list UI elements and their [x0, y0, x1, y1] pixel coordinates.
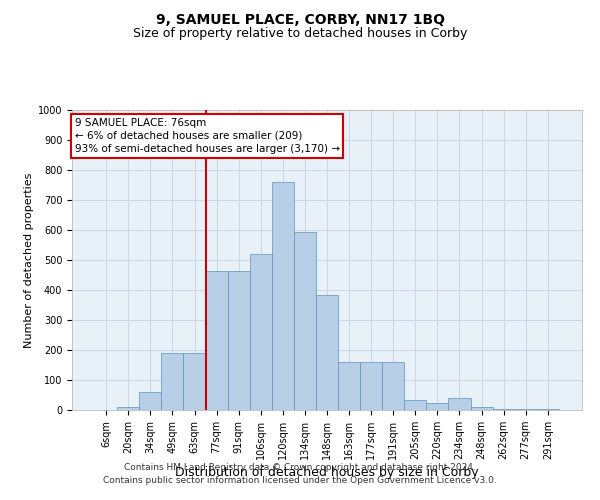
Bar	[404, 400, 427, 410]
Bar	[294, 232, 316, 410]
Bar	[448, 398, 470, 410]
Bar	[139, 392, 161, 410]
Bar	[117, 407, 139, 410]
Bar	[206, 270, 227, 410]
Bar	[316, 294, 338, 410]
Text: Contains public sector information licensed under the Open Government Licence v3: Contains public sector information licen…	[103, 476, 497, 485]
Text: Size of property relative to detached houses in Corby: Size of property relative to detached ho…	[133, 28, 467, 40]
Bar	[338, 362, 360, 410]
Bar	[515, 408, 537, 410]
X-axis label: Distribution of detached houses by size in Corby: Distribution of detached houses by size …	[175, 466, 479, 479]
Bar	[470, 407, 493, 410]
Bar	[250, 254, 272, 410]
Text: 9, SAMUEL PLACE, CORBY, NN17 1BQ: 9, SAMUEL PLACE, CORBY, NN17 1BQ	[155, 12, 445, 26]
Bar	[382, 362, 404, 410]
Bar	[227, 270, 250, 410]
Y-axis label: Number of detached properties: Number of detached properties	[23, 172, 34, 348]
Bar	[537, 408, 559, 410]
Bar	[272, 182, 294, 410]
Bar	[427, 402, 448, 410]
Bar	[493, 408, 515, 410]
Bar	[161, 353, 184, 410]
Text: 9 SAMUEL PLACE: 76sqm
← 6% of detached houses are smaller (209)
93% of semi-deta: 9 SAMUEL PLACE: 76sqm ← 6% of detached h…	[74, 118, 340, 154]
Text: Contains HM Land Registry data © Crown copyright and database right 2024.: Contains HM Land Registry data © Crown c…	[124, 464, 476, 472]
Bar	[360, 362, 382, 410]
Bar	[184, 353, 206, 410]
